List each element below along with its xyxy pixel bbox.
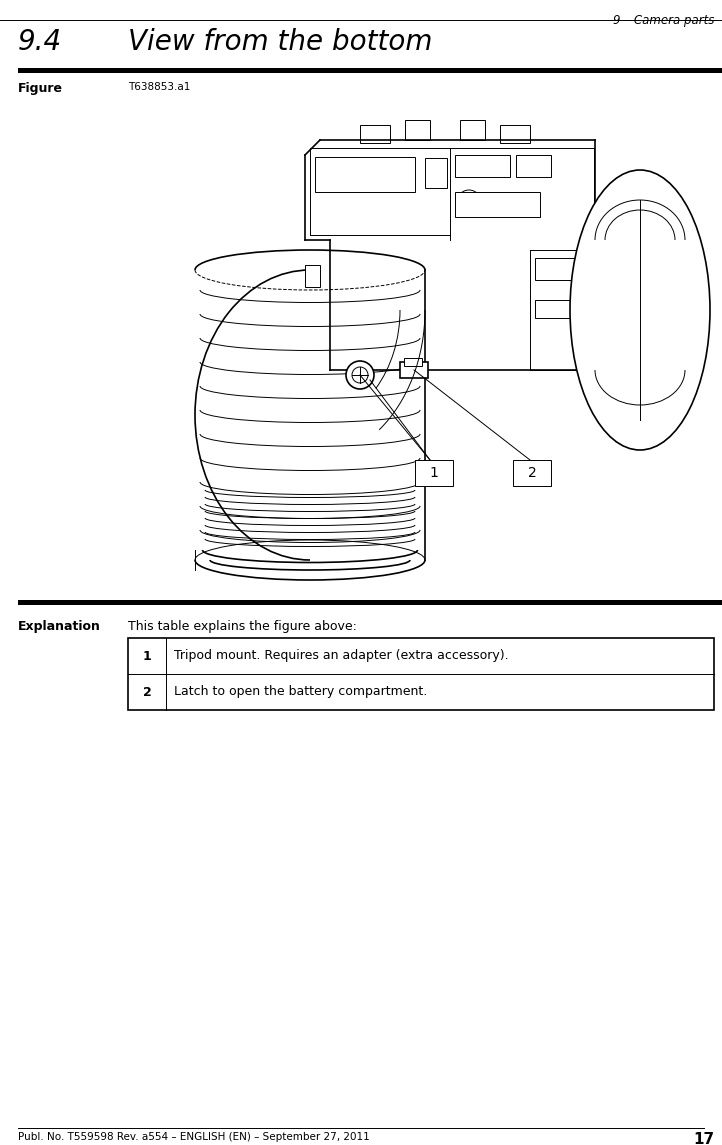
Bar	[513, 460, 551, 485]
Text: 1: 1	[430, 466, 438, 480]
Text: View from the bottom: View from the bottom	[128, 27, 432, 56]
Bar	[404, 358, 422, 366]
Bar	[360, 125, 390, 143]
Text: Figure: Figure	[18, 82, 63, 95]
Bar	[460, 120, 485, 140]
Text: T638853.a1: T638853.a1	[128, 82, 191, 92]
Circle shape	[346, 361, 374, 389]
Text: Explanation: Explanation	[18, 619, 101, 633]
Circle shape	[352, 368, 368, 382]
Bar	[535, 300, 585, 318]
Bar	[128, 638, 714, 710]
Circle shape	[457, 190, 481, 214]
Text: This table explains the figure above:: This table explains the figure above:	[128, 619, 357, 633]
Text: 2: 2	[528, 466, 536, 480]
Text: 9.4: 9.4	[18, 27, 62, 56]
Bar	[500, 125, 530, 143]
Bar	[535, 258, 585, 281]
Bar	[516, 155, 551, 177]
Text: Latch to open the battery compartment.: Latch to open the battery compartment.	[174, 686, 427, 698]
Ellipse shape	[570, 169, 710, 450]
Bar	[405, 120, 430, 140]
Bar	[18, 600, 722, 605]
Bar	[400, 362, 428, 378]
Text: Tripod mount. Requires an adapter (extra accessory).: Tripod mount. Requires an adapter (extra…	[174, 649, 508, 663]
Bar	[315, 157, 415, 192]
Text: 2: 2	[143, 686, 152, 698]
Bar	[415, 460, 453, 485]
Text: Publ. No. T559598 Rev. a554 – ENGLISH (EN) – September 27, 2011: Publ. No. T559598 Rev. a554 – ENGLISH (E…	[18, 1132, 370, 1142]
Bar	[425, 158, 447, 188]
Bar	[455, 155, 510, 177]
Text: 9 – Camera parts: 9 – Camera parts	[613, 14, 714, 27]
Bar	[129, 674, 713, 710]
Bar	[305, 264, 320, 287]
Text: 1: 1	[143, 649, 152, 663]
Bar	[455, 192, 540, 218]
Text: 17: 17	[693, 1132, 714, 1145]
Bar	[18, 68, 722, 73]
